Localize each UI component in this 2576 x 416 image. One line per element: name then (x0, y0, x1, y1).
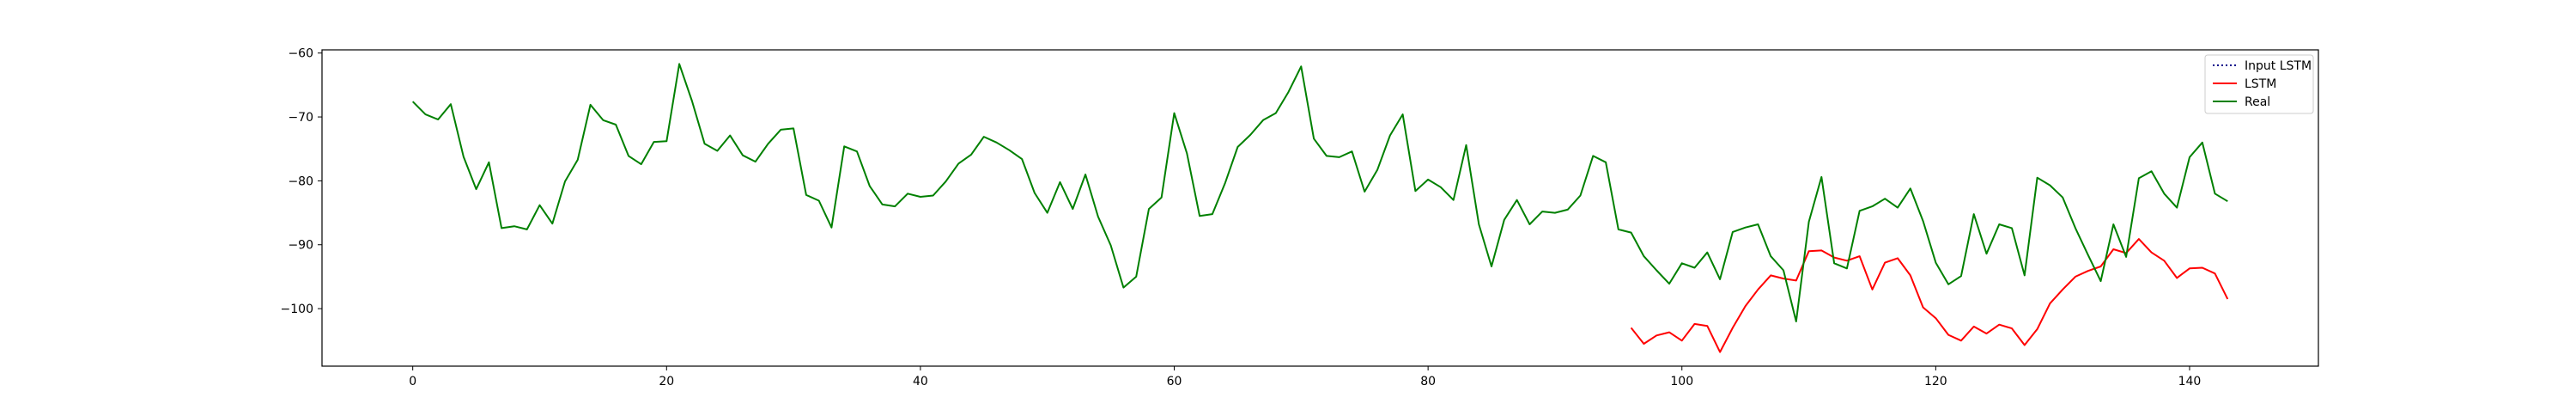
x-tick-label: 40 (913, 375, 928, 388)
legend: Input LSTM LSTM Real (2204, 54, 2314, 114)
x-tick-label: 80 (1420, 375, 1436, 388)
legend-box (2204, 54, 2314, 114)
series-layer (411, 63, 2229, 353)
x-tick-label: 100 (1670, 375, 1693, 388)
y-tick-label: −60 (288, 47, 313, 61)
legend-label-real: Real (2245, 95, 2270, 109)
y-tick-label: −90 (288, 239, 313, 253)
series-line-real (411, 63, 2228, 322)
axes-layer: 0 20 40 60 80 100 120 140 −60 −70 −80 −90 −100 (281, 47, 2202, 388)
x-tick-label: 0 (409, 375, 416, 388)
x-tick-label: 20 (659, 375, 674, 388)
x-tick-label: 120 (1924, 375, 1947, 388)
y-tick-label: −80 (288, 174, 313, 188)
y-tick-label: −100 (281, 303, 313, 316)
x-tick-label: 60 (1167, 375, 1182, 388)
legend-label-lstm: LSTM (2245, 77, 2276, 91)
series-line-lstm (1630, 238, 2229, 353)
legend-label-input-lstm: Input LSTM (2245, 59, 2312, 73)
y-tick-label: −70 (288, 111, 313, 125)
x-tick-label: 140 (2178, 375, 2202, 388)
plot-frame (321, 49, 2319, 367)
